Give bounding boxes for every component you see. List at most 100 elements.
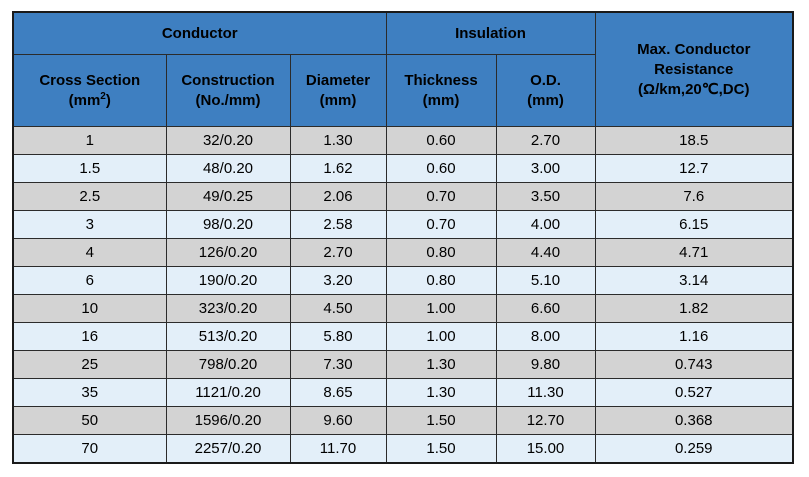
cell-diameter: 1.30 xyxy=(289,126,387,155)
cell-od: 4.00 xyxy=(495,210,596,239)
cell-resistance: 0.259 xyxy=(594,434,794,464)
header-thickness-label: Thickness xyxy=(404,71,478,89)
cell-resistance: 1.82 xyxy=(594,294,794,323)
header-diameter-unit: (mm) xyxy=(319,91,357,109)
group-header-insulation: Insulation xyxy=(385,11,596,55)
cell-od: 8.00 xyxy=(495,322,596,351)
cell-cross-section: 70 xyxy=(12,434,167,464)
cell-diameter: 2.58 xyxy=(289,210,387,239)
cell-od: 15.00 xyxy=(495,434,596,464)
cell-thickness: 0.60 xyxy=(385,154,497,183)
cell-diameter: 5.80 xyxy=(289,322,387,351)
cell-thickness: 0.60 xyxy=(385,126,497,155)
table-row: 25 798/0.20 7.30 1.30 9.80 0.743 xyxy=(12,350,794,379)
group-header-conductor: Conductor xyxy=(12,11,387,55)
cell-thickness: 1.30 xyxy=(385,378,497,407)
header-diameter-label: Diameter xyxy=(305,71,371,89)
cell-construction: 126/0.20 xyxy=(165,238,291,267)
cell-cross-section: 1.5 xyxy=(12,154,167,183)
cell-thickness: 1.50 xyxy=(385,406,497,435)
cell-construction: 98/0.20 xyxy=(165,210,291,239)
cell-od: 5.10 xyxy=(495,266,596,295)
cell-od: 11.30 xyxy=(495,378,596,407)
cell-construction: 2257/0.20 xyxy=(165,434,291,464)
header-od-label: O.D. xyxy=(530,71,561,89)
cell-thickness: 0.80 xyxy=(385,238,497,267)
cell-cross-section: 25 xyxy=(12,350,167,379)
cell-construction: 323/0.20 xyxy=(165,294,291,323)
header-thickness-unit: (mm) xyxy=(422,91,460,109)
cell-od: 12.70 xyxy=(495,406,596,435)
header-construction: Construction (No./mm) xyxy=(165,54,291,127)
cell-thickness: 1.00 xyxy=(385,294,497,323)
cell-od: 6.60 xyxy=(495,294,596,323)
cell-resistance: 18.5 xyxy=(594,126,794,155)
header-resistance-line2: Resistance xyxy=(654,60,734,78)
cell-construction: 32/0.20 xyxy=(165,126,291,155)
cell-cross-section: 6 xyxy=(12,266,167,295)
cell-thickness: 0.80 xyxy=(385,266,497,295)
header-cross-section-unit: (mm2) xyxy=(68,90,111,109)
header-resistance-line1: Max. Conductor xyxy=(637,40,751,58)
table-row: 1 32/0.20 1.30 0.60 2.70 18.5 xyxy=(12,126,794,155)
cell-od: 3.00 xyxy=(495,154,596,183)
cell-diameter: 11.70 xyxy=(289,434,387,464)
cell-cross-section: 16 xyxy=(12,322,167,351)
table-row: 2.5 49/0.25 2.06 0.70 3.50 7.6 xyxy=(12,182,794,211)
cell-resistance: 7.6 xyxy=(594,182,794,211)
cell-resistance: 12.7 xyxy=(594,154,794,183)
cell-cross-section: 3 xyxy=(12,210,167,239)
cell-construction: 1596/0.20 xyxy=(165,406,291,435)
header-cross-section: Cross Section (mm2) xyxy=(12,54,167,127)
cell-diameter: 4.50 xyxy=(289,294,387,323)
cell-resistance: 1.16 xyxy=(594,322,794,351)
cell-construction: 1121/0.20 xyxy=(165,378,291,407)
cell-od: 2.70 xyxy=(495,126,596,155)
header-od: O.D. (mm) xyxy=(495,54,596,127)
cell-construction: 798/0.20 xyxy=(165,350,291,379)
cell-diameter: 1.62 xyxy=(289,154,387,183)
cell-resistance: 0.527 xyxy=(594,378,794,407)
cell-resistance: 4.71 xyxy=(594,238,794,267)
table-row: 50 1596/0.20 9.60 1.50 12.70 0.368 xyxy=(12,406,794,435)
cell-cross-section: 2.5 xyxy=(12,182,167,211)
table-row: 10 323/0.20 4.50 1.00 6.60 1.82 xyxy=(12,294,794,323)
header-thickness: Thickness (mm) xyxy=(385,54,497,127)
header-construction-unit: (No./mm) xyxy=(195,91,261,109)
cell-cross-section: 1 xyxy=(12,126,167,155)
cell-od: 9.80 xyxy=(495,350,596,379)
cell-diameter: 2.70 xyxy=(289,238,387,267)
table-row: 6 190/0.20 3.20 0.80 5.10 3.14 xyxy=(12,266,794,295)
table-row: 16 513/0.20 5.80 1.00 8.00 1.16 xyxy=(12,322,794,351)
cell-construction: 513/0.20 xyxy=(165,322,291,351)
cell-cross-section: 4 xyxy=(12,238,167,267)
cell-diameter: 9.60 xyxy=(289,406,387,435)
cell-cross-section: 10 xyxy=(12,294,167,323)
header-resistance-line3: (Ω/km,20℃,DC) xyxy=(638,80,750,98)
cell-diameter: 2.06 xyxy=(289,182,387,211)
cell-resistance: 0.743 xyxy=(594,350,794,379)
table-row: 3 98/0.20 2.58 0.70 4.00 6.15 xyxy=(12,210,794,239)
cell-construction: 190/0.20 xyxy=(165,266,291,295)
table-row: 4 126/0.20 2.70 0.80 4.40 4.71 xyxy=(12,238,794,267)
table-row: 70 2257/0.20 11.70 1.50 15.00 0.259 xyxy=(12,434,794,464)
table-row: 1.5 48/0.20 1.62 0.60 3.00 12.7 xyxy=(12,154,794,183)
cell-resistance: 0.368 xyxy=(594,406,794,435)
cell-cross-section: 35 xyxy=(12,378,167,407)
header-construction-label: Construction xyxy=(181,71,275,89)
cell-thickness: 1.30 xyxy=(385,350,497,379)
header-diameter: Diameter (mm) xyxy=(289,54,387,127)
header-od-unit: (mm) xyxy=(527,91,564,109)
cell-od: 4.40 xyxy=(495,238,596,267)
cell-construction: 49/0.25 xyxy=(165,182,291,211)
cell-thickness: 1.00 xyxy=(385,322,497,351)
header-max-resistance: Max. Conductor Resistance (Ω/km,20℃,DC) xyxy=(594,11,794,127)
cell-diameter: 3.20 xyxy=(289,266,387,295)
cell-od: 3.50 xyxy=(495,182,596,211)
cell-thickness: 1.50 xyxy=(385,434,497,464)
cell-resistance: 3.14 xyxy=(594,266,794,295)
cell-thickness: 0.70 xyxy=(385,210,497,239)
cell-cross-section: 50 xyxy=(12,406,167,435)
cell-thickness: 0.70 xyxy=(385,182,497,211)
table-body: 1 32/0.20 1.30 0.60 2.70 18.5 1.5 48/0.20 1.62 0.… xyxy=(12,126,794,464)
